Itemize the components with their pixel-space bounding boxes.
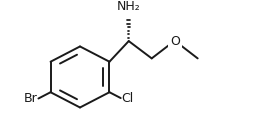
Text: O: O [170,35,180,48]
Text: NH₂: NH₂ [117,0,141,13]
Text: Cl: Cl [122,92,134,105]
Text: Br: Br [24,92,37,105]
